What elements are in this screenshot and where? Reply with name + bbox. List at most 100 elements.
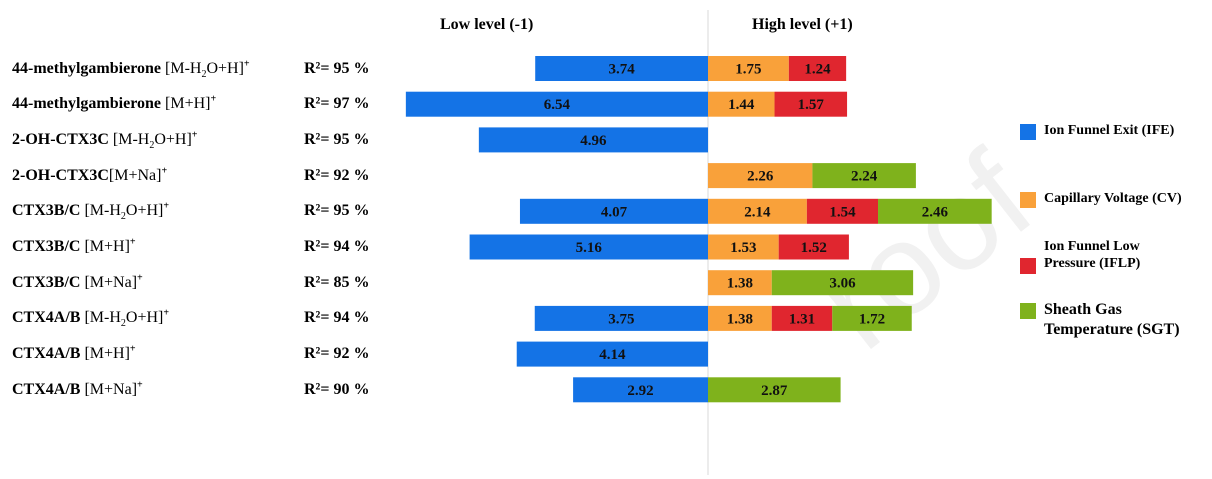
row-label-compound: CTX4A/B <box>12 380 81 398</box>
data-label-sgt-row-5: 2.46 <box>922 204 949 220</box>
r2-label-10: R²= 90 % <box>304 380 370 398</box>
row-label-adduct: [M+H]+ <box>84 236 136 255</box>
bar-cv-row-8 <box>708 305 772 331</box>
row-label-1: 44-methylgambierone [M-H2O+H]+ <box>12 58 250 80</box>
bar-ife-row-1 <box>535 56 708 81</box>
r2-label-1: R²= 95 % <box>304 59 370 77</box>
bar-cv-row-4 <box>708 163 813 189</box>
bar-iflp-row-2 <box>774 91 848 117</box>
data-label-cv-row-8: 1.38 <box>727 311 753 327</box>
header-high-level: High level (+1) <box>752 16 853 33</box>
bar-cv-row-6 <box>708 234 779 260</box>
row-label-7: CTX3B/C [M+Na]+ <box>12 273 143 293</box>
bar-cv-row-5 <box>708 198 807 224</box>
row-label-5: CTX3B/C [M-H2O+H]+ <box>12 200 170 223</box>
bar-ife-row-10 <box>573 377 708 403</box>
data-label-ife-row-8: 3.75 <box>608 311 634 327</box>
legend-item-sgt: Sheath Gas Temperature (SGT) <box>1020 300 1184 340</box>
row-label-10: CTX4A/B [M+Na]+ <box>12 380 143 400</box>
r2-label-6: R²= 94 % <box>304 238 370 255</box>
data-label-cv-row-6: 1.53 <box>730 240 756 256</box>
r2-label-8: R²= 94 % <box>304 309 370 327</box>
data-label-ife-row-1: 3.74 <box>608 62 635 78</box>
legend-item-ife: Ion Funnel Exit (IFE) <box>1020 122 1212 140</box>
row-label-compound: 44-methylgambierone <box>12 95 162 113</box>
row-label-adduct: [M+Na]+ <box>84 272 143 291</box>
data-label-iflp-row-2: 1.57 <box>798 97 825 113</box>
data-label-ife-row-6: 5.16 <box>576 240 603 256</box>
data-label-ife-row-9: 4.14 <box>599 347 626 363</box>
row-label-compound: CTX3B/C <box>12 238 81 255</box>
bar-cv-row-2 <box>708 91 775 117</box>
bar-sgt-row-10 <box>708 377 841 403</box>
row-label-4: 2-OH-CTX3C[M+Na]+ <box>12 166 167 186</box>
row-label-adduct: [M+Na]+ <box>84 379 143 398</box>
legend-label-cv: Capillary Voltage (CV) <box>1044 191 1182 206</box>
row-label-8: CTX4A/B [M-H2O+H]+ <box>12 308 170 330</box>
bar-sgt-row-8 <box>832 305 912 331</box>
row-label-compound: CTX3B/C <box>12 202 81 220</box>
data-label-iflp-row-8: 1.31 <box>789 311 815 327</box>
legend-swatch-sgt <box>1020 303 1036 319</box>
row-label-adduct: [M-H2O+H]+ <box>165 58 250 80</box>
legend-label-ife: Ion Funnel Exit (IFE) <box>1044 123 1175 138</box>
row-label-compound: 44-methylgambierone <box>12 59 162 77</box>
data-label-ife-row-5: 4.07 <box>601 204 628 220</box>
legend-label-sgt: Sheath Gas Temperature (SGT) <box>1044 301 1180 338</box>
bar-ife-row-8 <box>534 305 708 331</box>
row-label-compound: CTX4A/B <box>12 309 81 327</box>
row-label-adduct: [M-H2O+H]+ <box>112 129 198 152</box>
bars-layer: 3.74 1.75 1.24 6.54 1.44 1.57 4.96 2.26 2.24 4.07… <box>405 56 992 403</box>
row-label-3: 2-OH-CTX3C [M-H2O+H]+ <box>12 129 198 152</box>
data-label-sgt-row-7: 3.06 <box>829 276 856 292</box>
data-label-sgt-row-10: 2.87 <box>761 383 788 399</box>
bar-ife-row-5 <box>519 198 708 224</box>
row-label-compound: 2-OH-CTX3C <box>12 166 109 184</box>
r2-label-3: R²= 95 % <box>304 130 370 148</box>
row-label-adduct: [M+H]+ <box>84 343 136 363</box>
bar-iflp-row-6 <box>778 234 849 260</box>
row-label-compound: 2-OH-CTX3C <box>12 130 109 148</box>
r2-label-5: R²= 95 % <box>304 202 370 220</box>
legend-label-iflp: Ion Funnel Low Pressure (IFLP) <box>1044 239 1141 271</box>
row-label-compound: CTX3B/C <box>12 273 81 291</box>
bar-ife-row-6 <box>469 234 708 260</box>
bar-sgt-row-7 <box>771 270 914 296</box>
data-label-iflp-row-6: 1.52 <box>801 240 827 256</box>
bar-sgt-row-4 <box>812 163 916 189</box>
row-label-adduct: [M+Na]+ <box>108 165 168 184</box>
bar-iflp-row-1 <box>788 56 847 81</box>
bar-cv-row-7 <box>708 270 772 296</box>
legend-swatch-ife <box>1020 124 1036 140</box>
legend-item-cv: Capillary Voltage (CV) <box>1020 190 1212 208</box>
data-label-ife-row-2: 6.54 <box>544 97 571 113</box>
bar-sgt-row-5 <box>878 198 992 224</box>
r2-label-9: R²= 92 % <box>304 345 370 363</box>
data-label-sgt-row-4: 2.24 <box>851 169 878 185</box>
header-low-level: Low level (-1) <box>440 16 534 33</box>
legend-item-iflp: Ion Funnel Low Pressure (IFLP) <box>1020 238 1174 274</box>
bar-ife-row-2 <box>405 91 708 117</box>
bar-iflp-row-5 <box>806 198 879 224</box>
bar-iflp-row-8 <box>771 305 833 331</box>
data-label-iflp-row-1: 1.24 <box>804 62 831 78</box>
row-label-9: CTX4A/B [M+H]+ <box>12 344 136 364</box>
row-label-adduct: [M-H2O+H]+ <box>84 308 170 330</box>
bar-ife-row-9 <box>516 341 708 367</box>
data-label-cv-row-7: 1.38 <box>727 276 753 292</box>
data-label-sgt-row-8: 1.72 <box>859 311 885 327</box>
row-label-adduct: [M-H2O+H]+ <box>84 200 170 223</box>
data-label-cv-row-5: 2.14 <box>744 204 771 220</box>
r2-label-2: R²= 97 % <box>304 95 370 113</box>
data-label-iflp-row-5: 1.54 <box>829 204 856 220</box>
row-label-compound: CTX4A/B <box>12 345 81 363</box>
row-label-6: CTX3B/C [M+H]+ <box>12 237 136 257</box>
data-label-ife-row-3: 4.96 <box>580 133 607 149</box>
data-label-cv-row-1: 1.75 <box>735 62 761 78</box>
legend-swatch-cv <box>1020 192 1036 208</box>
bar-cv-row-1 <box>708 56 789 81</box>
bar-ife-row-3 <box>478 127 708 153</box>
legend-swatch-iflp <box>1020 258 1036 274</box>
data-label-cv-row-4: 2.26 <box>747 169 774 185</box>
row-label-adduct: [M+H]+ <box>165 93 217 113</box>
